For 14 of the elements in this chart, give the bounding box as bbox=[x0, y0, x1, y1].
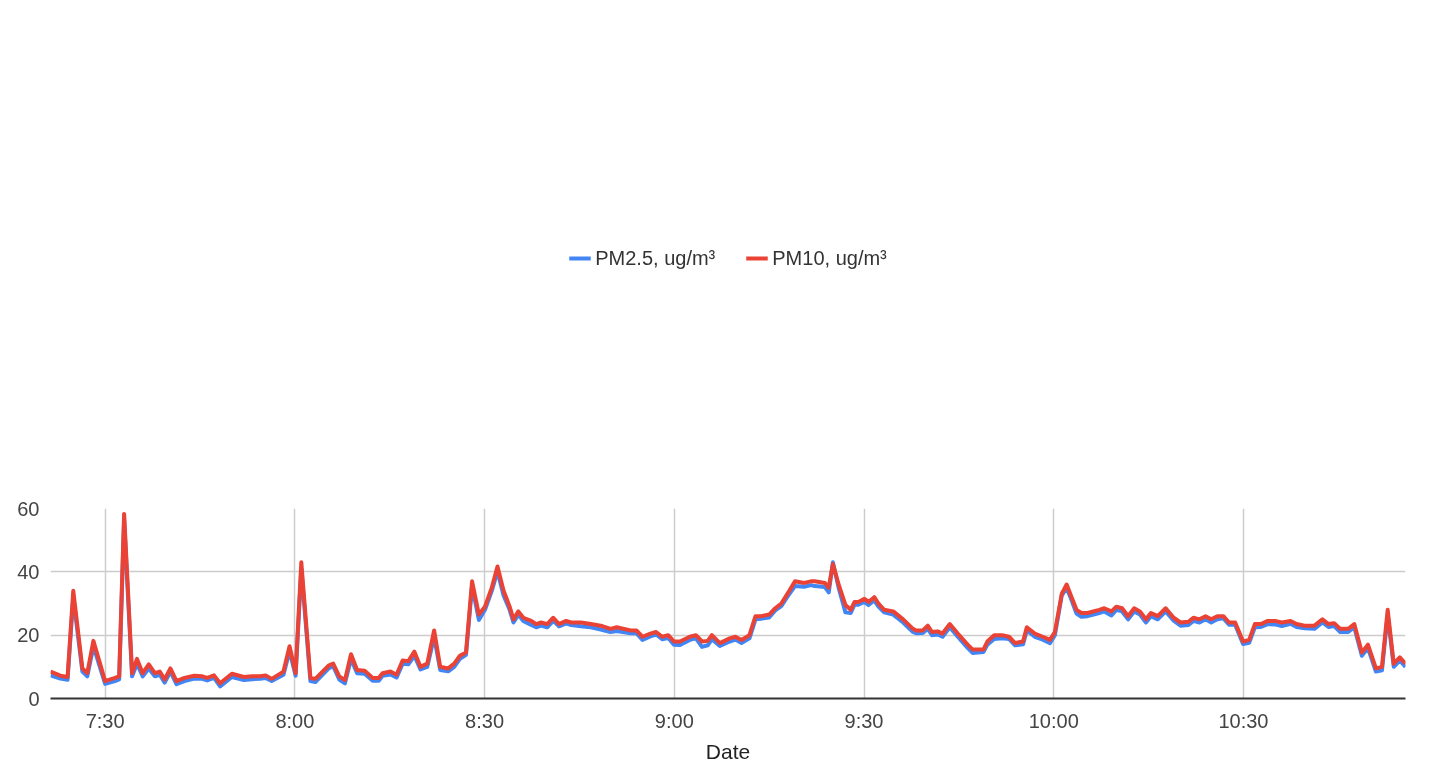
x-tick-label: 10:00 bbox=[1028, 709, 1079, 732]
x-tick-label: 8:30 bbox=[465, 709, 505, 732]
x-axis-title: Date bbox=[705, 739, 751, 763]
x-tick-label: 8:00 bbox=[275, 709, 315, 732]
legend-label: PM2.5, ug/m³ bbox=[595, 246, 716, 270]
y-tick-label: 40 bbox=[17, 560, 40, 583]
x-tick-label: 7:30 bbox=[85, 709, 125, 732]
y-tick-label: 0 bbox=[28, 687, 40, 710]
x-tick-label: 9:30 bbox=[844, 709, 884, 732]
x-tick-label: 9:00 bbox=[654, 709, 694, 732]
y-tick-label: 20 bbox=[17, 624, 40, 647]
y-tick-label: 60 bbox=[17, 497, 40, 520]
legend-label: PM10, ug/m³ bbox=[772, 246, 887, 270]
x-tick-label: 10:30 bbox=[1218, 709, 1269, 732]
